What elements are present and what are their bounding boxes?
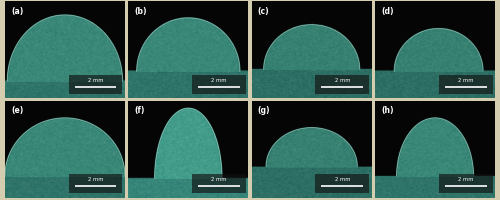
Text: (f): (f) <box>134 106 144 115</box>
Bar <box>192 76 246 94</box>
Bar <box>5 176 125 198</box>
Bar <box>68 76 122 94</box>
Text: (e): (e) <box>11 106 23 115</box>
Bar <box>438 174 492 193</box>
Bar <box>128 178 248 198</box>
Bar <box>252 70 372 99</box>
Text: (b): (b) <box>134 7 147 16</box>
Text: (g): (g) <box>258 106 270 115</box>
Text: (c): (c) <box>258 7 270 16</box>
Polygon shape <box>264 26 360 70</box>
Bar <box>128 72 248 99</box>
Text: 2 mm: 2 mm <box>458 77 473 82</box>
Polygon shape <box>5 118 125 176</box>
Polygon shape <box>8 16 122 82</box>
Bar <box>316 76 369 94</box>
Bar <box>375 176 495 198</box>
Bar <box>438 76 492 94</box>
Text: 2 mm: 2 mm <box>334 176 350 181</box>
Text: 2 mm: 2 mm <box>88 77 104 82</box>
Bar <box>5 82 125 99</box>
Polygon shape <box>154 109 222 178</box>
Text: (h): (h) <box>381 106 394 115</box>
Bar <box>252 167 372 198</box>
Text: 2 mm: 2 mm <box>458 176 473 181</box>
Text: (d): (d) <box>381 7 394 16</box>
Text: 2 mm: 2 mm <box>88 176 104 181</box>
Polygon shape <box>266 128 357 167</box>
Text: 2 mm: 2 mm <box>211 77 226 82</box>
Bar <box>375 72 495 99</box>
Bar <box>68 174 122 193</box>
Polygon shape <box>394 29 483 72</box>
Bar <box>316 174 369 193</box>
Bar <box>192 174 246 193</box>
Text: 2 mm: 2 mm <box>334 77 350 82</box>
Text: (a): (a) <box>11 7 23 16</box>
Polygon shape <box>396 118 473 176</box>
Text: 2 mm: 2 mm <box>211 176 226 181</box>
Polygon shape <box>137 19 240 72</box>
